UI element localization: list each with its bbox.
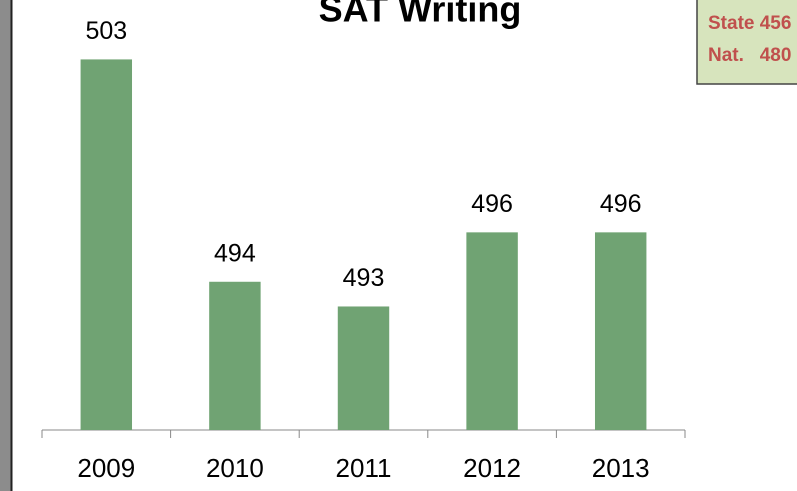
annotation: State 456 (708, 13, 791, 34)
bar (337, 306, 390, 430)
data-label: 503 (85, 17, 127, 45)
left-frame (0, 0, 11, 491)
x-tick-label: 2012 (463, 453, 521, 483)
data-label: 493 (343, 264, 385, 292)
data-label: 496 (600, 190, 642, 218)
bar (466, 232, 518, 430)
x-tick-label: 2009 (77, 453, 135, 483)
x-tick-label: 2010 (206, 453, 264, 483)
data-label: 494 (214, 239, 256, 267)
data-label: 496 (471, 190, 513, 218)
x-tick-label: 2013 (592, 453, 650, 483)
annotation: Nat. 480 (708, 45, 791, 66)
bar (80, 59, 133, 430)
bar (594, 232, 647, 430)
bar (209, 281, 261, 430)
chart-title: SAT Writing (319, 0, 522, 30)
annotation-box (696, 0, 797, 85)
x-tick-label: 2011 (336, 453, 392, 483)
